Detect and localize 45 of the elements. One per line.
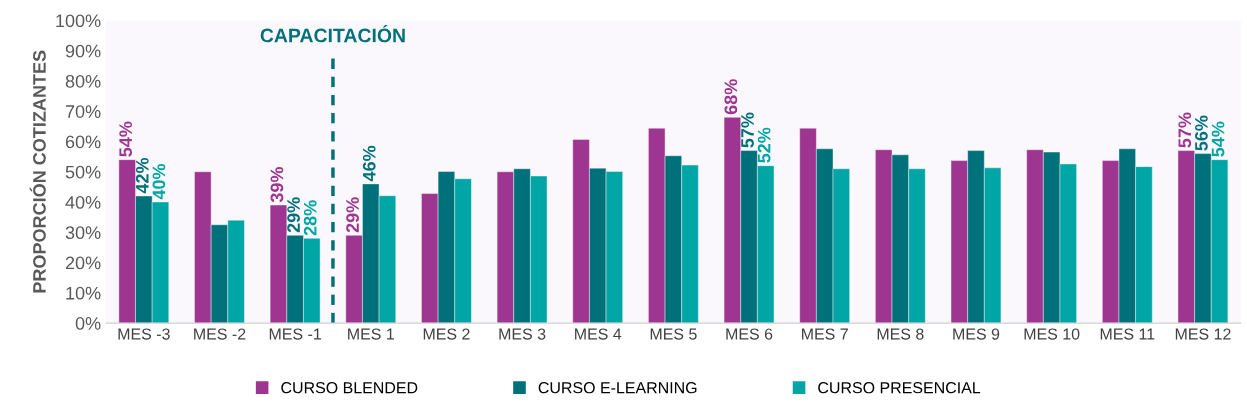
data-label: 28% xyxy=(303,200,317,236)
x-tick-label: MES 6 xyxy=(726,328,773,340)
x-tick-label: MES 12 xyxy=(1175,328,1231,340)
x-tick-label: MES 7 xyxy=(802,328,848,340)
y-tick-label: 20% xyxy=(65,256,101,270)
x-tick-label: MES 10 xyxy=(1024,328,1080,340)
x-tick-label: MES 8 xyxy=(877,328,924,340)
data-label: 56% xyxy=(1195,115,1208,151)
data-label: 54% xyxy=(1211,121,1225,157)
x-tick-label: MES 9 xyxy=(953,328,1000,340)
legend-label: CURSO PRESENCIAL xyxy=(818,382,981,394)
x-tick-label: MES -3 xyxy=(118,328,170,340)
data-label: 68% xyxy=(724,79,738,115)
x-tick-label: MES 4 xyxy=(575,328,622,340)
x-tick-label: MES 5 xyxy=(650,328,697,340)
data-label: 57% xyxy=(1178,112,1192,148)
y-tick-label: 80% xyxy=(65,74,101,88)
data-label: 54% xyxy=(119,121,133,157)
y-axis-title: PROPORCIÓN COTIZANTES xyxy=(29,50,46,293)
data-label: 40% xyxy=(152,163,166,200)
y-tick-label: 30% xyxy=(65,226,101,240)
x-tick-label: MES 11 xyxy=(1100,328,1155,340)
legend-label: CURSO BLENDED xyxy=(281,382,418,394)
data-label: 46% xyxy=(362,145,376,182)
data-label: 42% xyxy=(135,157,149,194)
y-tick-label: 0% xyxy=(75,317,101,330)
y-tick-label: 100% xyxy=(56,14,101,28)
y-tick-label: 70% xyxy=(65,105,101,118)
annotation: CAPACITACIÓN xyxy=(260,24,405,43)
y-tick-label: 50% xyxy=(65,165,101,179)
legend-label: CURSO E-LEARNING xyxy=(538,382,697,394)
data-label: 29% xyxy=(346,197,359,233)
y-tick-label: 60% xyxy=(65,135,101,149)
x-tick-label: MES 1 xyxy=(348,328,394,340)
data-label: 39% xyxy=(270,166,284,203)
data-label: 52% xyxy=(757,127,771,163)
x-tick-label: MES 3 xyxy=(499,328,546,340)
y-tick-label: 10% xyxy=(66,286,101,300)
x-tick-label: MES -2 xyxy=(194,328,246,340)
y-tick-label: 40% xyxy=(65,195,101,209)
y-tick-label: 90% xyxy=(65,44,101,58)
data-label: 29% xyxy=(287,197,300,233)
data-label: 57% xyxy=(741,112,754,148)
x-tick-label: MES -1 xyxy=(269,328,321,340)
x-tick-label: MES 2 xyxy=(423,328,470,340)
